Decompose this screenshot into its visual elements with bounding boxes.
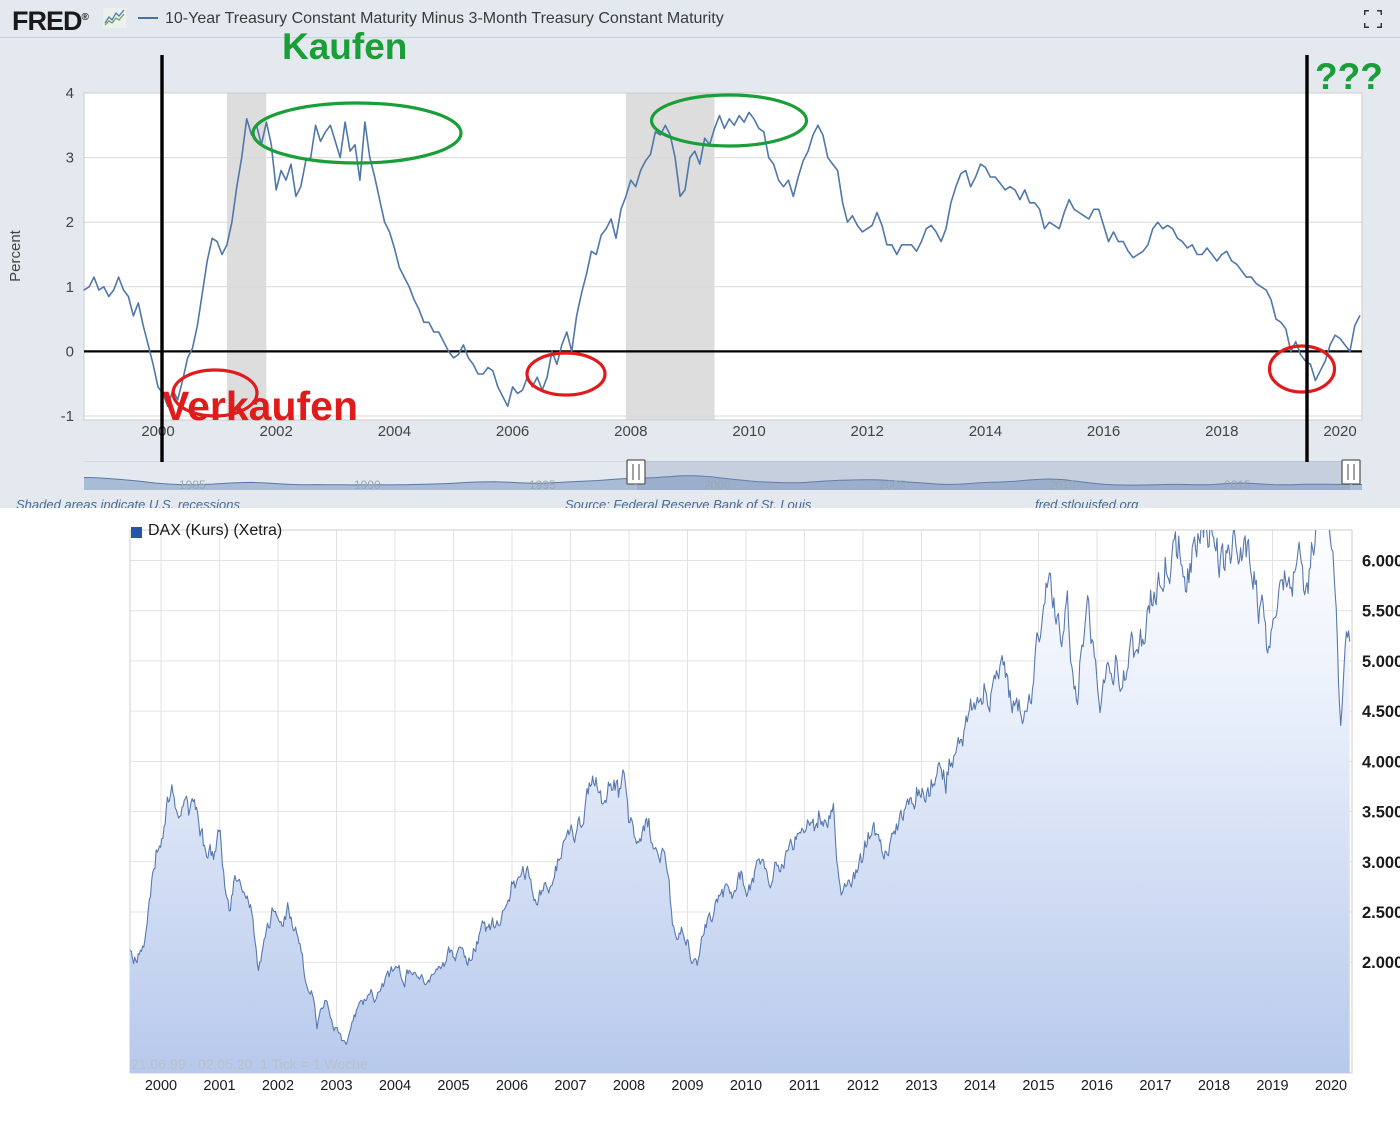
svg-text:2015: 2015 [1022,1078,1054,1094]
svg-text:2020: 2020 [1315,1078,1347,1094]
svg-text:2000: 2000 [145,1078,177,1094]
svg-text:2004: 2004 [379,1078,411,1094]
svg-text:2018: 2018 [1198,1078,1230,1094]
svg-text:4.500: 4.500 [1362,703,1400,721]
svg-text:2009: 2009 [671,1078,703,1094]
svg-text:5.500: 5.500 [1362,603,1400,621]
svg-text:2001: 2001 [203,1078,235,1094]
svg-text:2019: 2019 [1256,1078,1288,1094]
svg-text:2011: 2011 [789,1078,820,1094]
svg-text:2016: 2016 [1081,1078,1113,1094]
svg-text:2.000: 2.000 [1362,954,1400,972]
svg-text:2005: 2005 [437,1078,469,1094]
svg-text:2002: 2002 [262,1078,294,1094]
svg-text:2010: 2010 [730,1078,762,1094]
svg-text:3.000: 3.000 [1362,854,1400,872]
svg-text:2013: 2013 [905,1078,937,1094]
svg-text:2012: 2012 [847,1078,879,1094]
svg-text:6.000: 6.000 [1362,553,1400,571]
svg-text:2003: 2003 [320,1078,352,1094]
svg-text:2007: 2007 [554,1078,586,1094]
svg-text:4.000: 4.000 [1362,753,1400,771]
svg-text:5.000: 5.000 [1362,653,1400,671]
svg-text:2006: 2006 [496,1078,528,1094]
svg-text:2017: 2017 [1139,1078,1171,1094]
svg-text:2.500: 2.500 [1362,904,1400,922]
svg-text:2008: 2008 [613,1078,645,1094]
svg-text:2014: 2014 [964,1078,996,1094]
svg-text:3.500: 3.500 [1362,804,1400,822]
